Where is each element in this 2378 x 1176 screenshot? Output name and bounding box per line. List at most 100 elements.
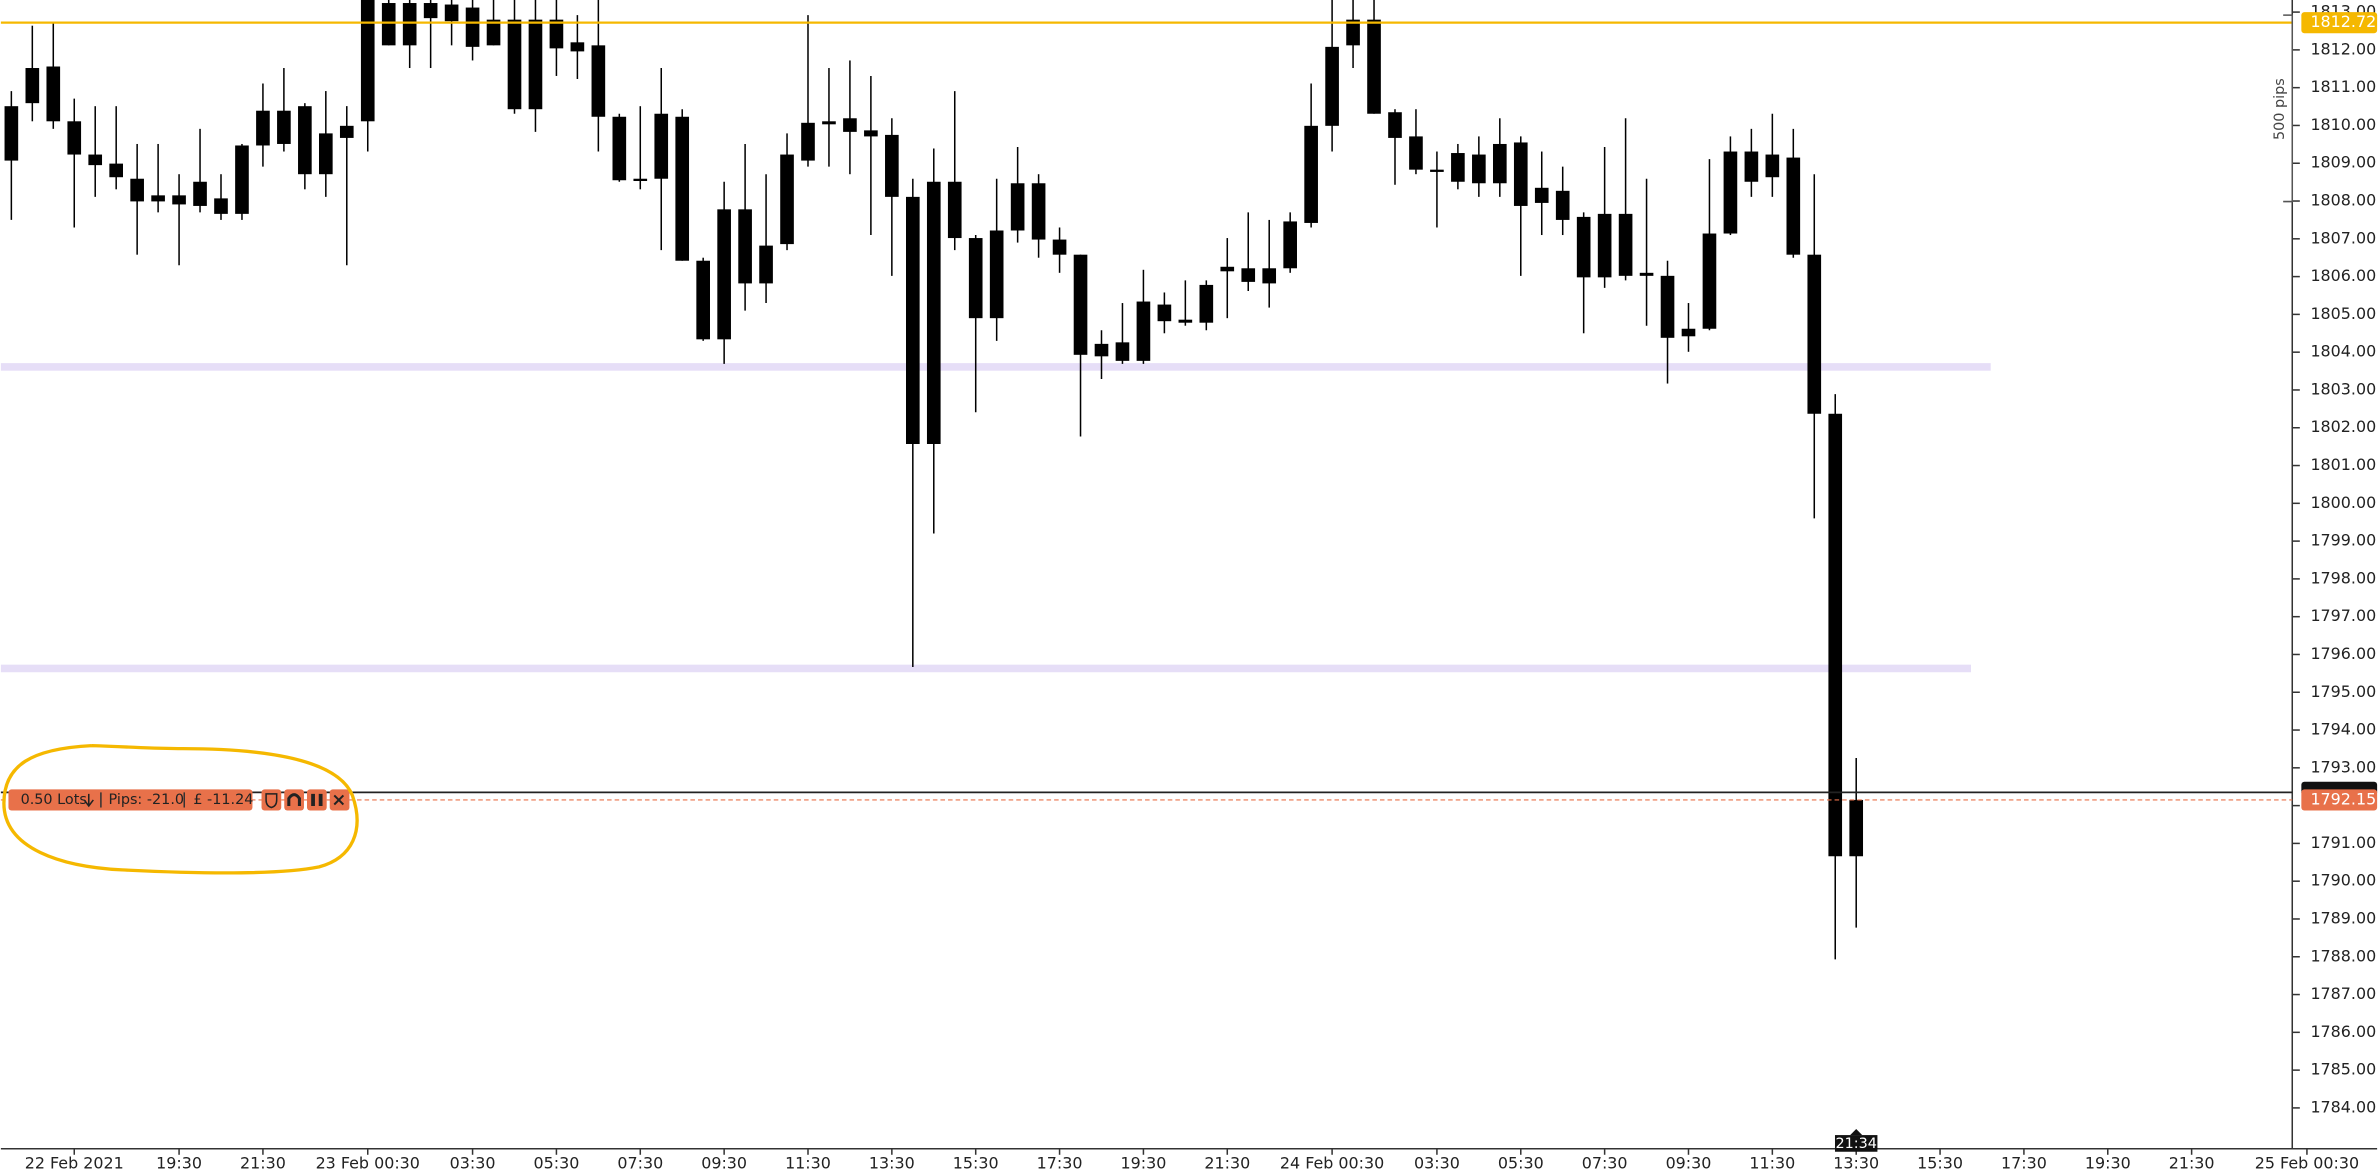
- candle-body: [1492, 143, 1507, 184]
- x-tick-label: 21:30: [240, 1153, 286, 1172]
- candle-body: [1534, 187, 1549, 203]
- candle-body: [1262, 268, 1277, 284]
- candle-body: [570, 42, 585, 52]
- candle-body: [423, 3, 438, 19]
- candle-body: [1744, 151, 1759, 182]
- candle-body: [1388, 112, 1402, 138]
- y-tick-label: 1789.00: [2310, 908, 2376, 927]
- candle-body: [1702, 233, 1717, 329]
- x-tick-label: 13:30: [869, 1153, 915, 1172]
- magnet-button[interactable]: [284, 789, 304, 811]
- candle-body: [1220, 266, 1235, 272]
- candle-body: [1115, 342, 1130, 361]
- candle-body: [675, 116, 690, 261]
- x-tick-label: 17:30: [1037, 1153, 1083, 1172]
- zone-band: [0, 664, 1971, 673]
- y-tick-label: 1802.00: [2310, 417, 2376, 436]
- candle-body: [1283, 221, 1297, 269]
- y-tick-label: 1785.00: [2310, 1060, 2376, 1079]
- pause-button[interactable]: [307, 789, 327, 811]
- candle-body: [1597, 213, 1612, 278]
- candle-body: [1157, 304, 1172, 322]
- pause-icon: [311, 793, 323, 807]
- y-tick-label: 1795.00: [2310, 682, 2376, 701]
- candle-body: [465, 7, 480, 47]
- x-tick-label: 17:30: [2001, 1153, 2047, 1172]
- y-tick-label: 1812.00: [2310, 39, 2376, 58]
- candle-body: [1430, 169, 1444, 172]
- time-label-box: [1834, 1135, 1878, 1152]
- x-tick-label: 09:30: [701, 1153, 747, 1172]
- candle-body: [1304, 125, 1318, 223]
- pip-ruler-label: 500 pips: [2272, 78, 2288, 140]
- y-tick-label: 1811.00: [2310, 77, 2376, 96]
- candle-body: [885, 134, 899, 197]
- time-label: 21:34: [1835, 1136, 1876, 1152]
- trade-panel-bg: [8, 789, 253, 811]
- pips-label: Pips: -21.0: [108, 792, 184, 808]
- x-tick-label: 25 Feb 00:30: [2255, 1153, 2359, 1172]
- candle-body: [256, 110, 270, 146]
- candle-body: [989, 230, 1004, 319]
- candle-body: [277, 110, 291, 144]
- candle-body: [4, 106, 19, 161]
- candle-body: [67, 121, 82, 155]
- candle-body: [444, 4, 459, 22]
- y-tick-label: 1797.00: [2310, 606, 2376, 625]
- candle-body: [1367, 19, 1381, 114]
- x-tick-label: 07:30: [1582, 1153, 1628, 1172]
- magnet-icon: [287, 793, 301, 807]
- candle-body: [235, 145, 249, 214]
- candle-body: [507, 19, 522, 110]
- candle-body: [759, 245, 773, 284]
- candle-body: [151, 195, 165, 202]
- current-price-label: 1792.15: [2310, 789, 2376, 808]
- x-tick-label: 07:30: [617, 1153, 663, 1172]
- candle-body: [1346, 19, 1360, 46]
- candle-body: [1723, 151, 1738, 234]
- candle-body: [717, 209, 731, 340]
- candle-body: [193, 181, 207, 206]
- candle-body: [1849, 799, 1864, 857]
- candle-body: [130, 178, 144, 202]
- x-tick-label: 13:30: [1833, 1153, 1879, 1172]
- x-tick-label: 19:30: [2085, 1153, 2131, 1172]
- y-tick-label: 1809.00: [2310, 153, 2376, 172]
- candle-body: [1010, 183, 1025, 231]
- candle-body: [88, 154, 103, 166]
- y-tick-label: 1807.00: [2310, 228, 2376, 247]
- y-tick-label: 1804.00: [2310, 342, 2376, 361]
- candle-body: [1094, 343, 1109, 357]
- y-tick-label: 1799.00: [2310, 531, 2376, 550]
- shield-icon: [265, 793, 278, 809]
- y-tick-label: 1803.00: [2310, 379, 2376, 398]
- y-tick-label: 1800.00: [2310, 493, 2376, 512]
- candle-body: [298, 106, 312, 175]
- x-tick-label: 23 Feb 00:30: [316, 1153, 420, 1172]
- candle-body: [381, 3, 396, 46]
- candle-body: [172, 195, 186, 205]
- y-tick-label: 1806.00: [2310, 266, 2376, 285]
- y-tick-label: 1786.00: [2310, 1022, 2376, 1041]
- y-tick-label: 1796.00: [2310, 644, 2376, 663]
- candle-body: [1765, 154, 1780, 178]
- candle-body: [864, 130, 878, 137]
- y-tick-label: 1788.00: [2310, 946, 2376, 965]
- candle-body: [905, 196, 920, 444]
- candle-body: [549, 19, 564, 49]
- x-tick-label: 21:30: [2169, 1153, 2215, 1172]
- y-tick-label: 1790.00: [2310, 871, 2376, 890]
- candle-body: [1681, 328, 1696, 337]
- candle-body: [696, 260, 710, 340]
- y-tick-label: 1793.00: [2310, 757, 2376, 776]
- x-tick-label: 11:30: [785, 1153, 831, 1172]
- candle-body: [25, 68, 40, 104]
- time-label-arrow: [1850, 1129, 1863, 1136]
- x-tick-label: 15:30: [953, 1153, 999, 1172]
- x-tick-label: 24 Feb 00:30: [1280, 1153, 1384, 1172]
- trade-panel: 0.50 Lots Pips: -21.0 £ -11.24: [8, 789, 350, 811]
- x-tick-label: 22 Feb 2021: [25, 1153, 124, 1172]
- candle-body: [1807, 254, 1822, 414]
- candle-body: [633, 178, 648, 182]
